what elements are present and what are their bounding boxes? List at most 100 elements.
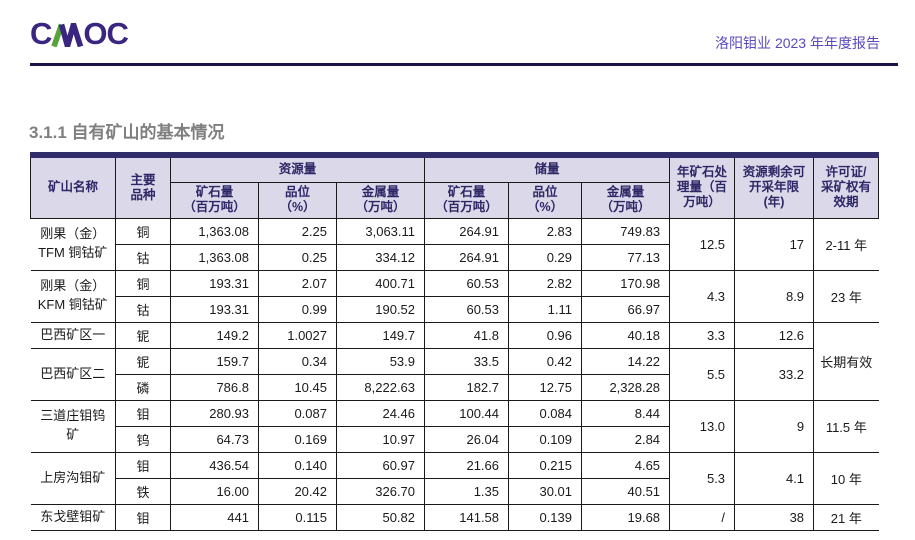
value-cell: 0.215 — [508, 451, 583, 479]
value-cell: 66.97 — [581, 295, 671, 323]
value-cell: 13.0 — [669, 399, 736, 453]
logo-letters-oc: OC — [83, 16, 128, 51]
value-cell: 4.65 — [581, 451, 671, 479]
variety-cell: 钼 — [115, 399, 171, 427]
license-cell: 11.5 年 — [813, 399, 879, 453]
value-cell: 1,363.08 — [170, 217, 259, 245]
license-cell: 21 年 — [813, 503, 879, 531]
license-cell: 2-11 年 — [813, 217, 879, 271]
value-cell: 0.084 — [508, 399, 583, 427]
col-header-resources-metal: 金属量 （万吨） — [335, 181, 426, 219]
value-cell: 16.00 — [170, 477, 259, 505]
table-row: 铁 16.00 20.42 326.70 1.35 30.01 40.51 — [31, 477, 879, 505]
logo-letter-c: C — [30, 16, 52, 51]
value-cell: 77.13 — [581, 243, 671, 271]
mines-table-wrapper: 矿山名称 主要 品种 资源量 储量 年矿石处 理量（百 万吨） 资源剩余可 开采… — [30, 152, 880, 531]
value-cell: 33.5 — [424, 347, 510, 375]
mine-name-cell: 三道庄钼钨 矿 — [30, 399, 116, 453]
value-cell: 40.18 — [581, 321, 671, 349]
variety-cell: 铜 — [115, 217, 171, 245]
variety-cell: 钴 — [115, 295, 171, 323]
value-cell: 0.115 — [258, 503, 337, 531]
value-cell: 12.5 — [669, 217, 736, 271]
value-cell: 19.68 — [581, 503, 671, 531]
value-cell: 60.53 — [424, 269, 510, 297]
logo-m-icon — [51, 23, 84, 47]
variety-cell: 铜 — [115, 269, 171, 297]
value-cell: 60.97 — [335, 451, 426, 479]
value-cell: 400.71 — [335, 269, 426, 297]
mine-name-cell: 刚果（金） KFM 铜钴矿 — [30, 269, 116, 323]
col-header-remaining-years: 资源剩余可 开采年限 (年) — [734, 154, 815, 219]
value-cell: 8.44 — [581, 399, 671, 427]
value-cell: 0.99 — [258, 295, 337, 323]
value-cell: 0.25 — [258, 243, 337, 271]
value-cell: 12.75 — [508, 373, 583, 401]
value-cell: 264.91 — [424, 243, 510, 271]
value-cell: 786.8 — [170, 373, 259, 401]
table-row: 东戈壁钼矿钼 441 0.115 50.82 141.58 0.139 19.68/38 21… — [30, 503, 879, 531]
value-cell: 190.52 — [335, 295, 426, 323]
value-cell: 64.73 — [170, 425, 259, 453]
table-row: 巴西矿区二铌 159.7 0.34 53.9 33.5 0.42 14.22 5.5 33.2 — [30, 347, 879, 401]
variety-cell: 磷 — [115, 373, 171, 401]
value-cell: 1.0027 — [258, 321, 337, 349]
value-cell: 10.45 — [258, 373, 337, 401]
value-cell: 4.3 — [669, 269, 736, 323]
mine-name-cell: 巴西矿区一 — [30, 321, 116, 349]
value-cell: 10.97 — [335, 425, 426, 453]
variety-cell: 铁 — [115, 477, 171, 505]
value-cell: 8.9 — [734, 269, 815, 323]
value-cell: 170.98 — [581, 269, 671, 297]
table-row: 钴 193.31 0.99 190.52 60.53 1.11 66.97 — [31, 295, 879, 323]
license-cell: 23 年 — [813, 269, 879, 323]
mine-name-cell: 上房沟钼矿 — [30, 451, 116, 505]
value-cell: 41.8 — [424, 321, 510, 349]
value-cell: 40.51 — [581, 477, 671, 505]
value-cell: 21.66 — [424, 451, 510, 479]
value-cell: 0.169 — [258, 425, 337, 453]
value-cell: 334.12 — [335, 243, 426, 271]
value-cell: 33.2 — [734, 347, 815, 401]
value-cell: 1,363.08 — [170, 243, 259, 271]
col-header-annual-processing: 年矿石处 理量（百 万吨） — [669, 154, 736, 219]
value-cell: 26.04 — [424, 425, 510, 453]
value-cell: 1.35 — [424, 477, 510, 505]
col-header-resources-grade: 品位 （%） — [258, 181, 337, 219]
value-cell: 149.7 — [335, 321, 426, 349]
table-row: 三道庄钼钨 矿钼 280.93 0.087 24.46 100.44 0.084 8.44 1… — [30, 399, 879, 453]
value-cell: 2.83 — [508, 217, 583, 245]
variety-cell: 钴 — [115, 243, 171, 271]
value-cell: 264.91 — [424, 217, 510, 245]
value-cell: 193.31 — [170, 269, 259, 297]
variety-cell: 铌 — [115, 321, 171, 349]
value-cell: 441 — [170, 503, 259, 531]
value-cell: 149.2 — [170, 321, 259, 349]
mines-table-body: 刚果（金） TFM 铜钴矿铜 1,363.08 2.25 3,063.11 264.91… — [30, 217, 879, 531]
value-cell: 0.96 — [508, 321, 583, 349]
value-cell: 12.6 — [734, 321, 815, 349]
value-cell: 0.42 — [508, 347, 583, 375]
section-title: 3.1.1 自有矿山的基本情况 — [29, 123, 225, 142]
mines-basic-info-table: 矿山名称 主要 品种 资源量 储量 年矿石处 理量（百 万吨） 资源剩余可 开采… — [30, 152, 880, 531]
value-cell: 1.11 — [508, 295, 583, 323]
report-title: 洛阳钼业 2023 年年度报告 — [715, 35, 880, 51]
value-cell: 9 — [734, 399, 815, 453]
license-cell: 10 年 — [813, 451, 879, 505]
value-cell: 2,328.28 — [581, 373, 671, 401]
col-header-reserves-ore: 矿石量 （百万吨） — [424, 181, 510, 219]
value-cell: 5.3 — [669, 451, 736, 505]
value-cell: 0.109 — [508, 425, 583, 453]
value-cell: 749.83 — [581, 217, 671, 245]
value-cell: 182.7 — [424, 373, 510, 401]
license-cell: 长期有效 — [813, 321, 879, 401]
value-cell: 193.31 — [170, 295, 259, 323]
value-cell: 159.7 — [170, 347, 259, 375]
variety-cell: 钼 — [115, 451, 171, 479]
value-cell: 2.25 — [258, 217, 337, 245]
value-cell: 14.22 — [581, 347, 671, 375]
mine-name-cell: 刚果（金） TFM 铜钴矿 — [30, 217, 116, 271]
value-cell: 8,222.63 — [335, 373, 426, 401]
value-cell: 4.1 — [734, 451, 815, 505]
